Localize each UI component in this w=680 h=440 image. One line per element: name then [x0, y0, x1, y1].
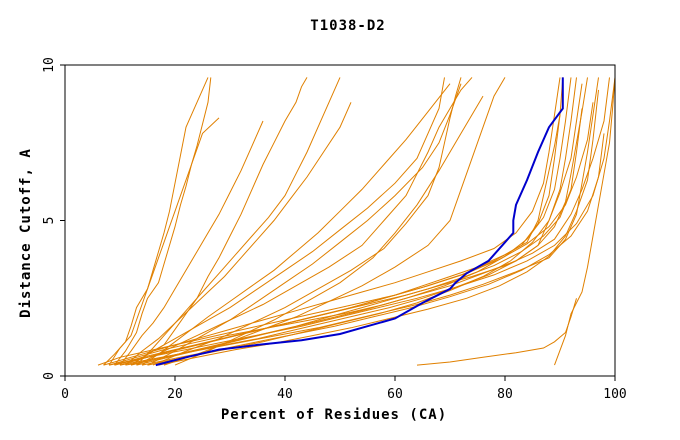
x-tick-label: 80: [497, 387, 513, 402]
x-axis-ticks: 0 20 40 60 80 100: [61, 376, 627, 402]
model-series-line: [130, 108, 583, 366]
model-series-line: [119, 77, 599, 366]
chart-title: T1038-D2: [310, 18, 385, 34]
model-series-line: [136, 77, 341, 366]
x-axis-label: Percent of Residues (CA): [221, 407, 447, 423]
model-series-line: [103, 77, 561, 366]
model-series-line: [119, 102, 594, 366]
x-tick-label: 40: [277, 387, 293, 402]
series-layer: [97, 77, 616, 366]
highlight-layer: [155, 77, 564, 367]
model-series-line: [130, 77, 308, 366]
model-series-line: [103, 77, 209, 366]
y-axis-label: Distance Cutoff, A: [18, 148, 34, 318]
model-series-line: [152, 77, 462, 366]
model-series-line: [141, 83, 451, 366]
model-series-line: [147, 83, 583, 366]
x-tick-label: 60: [387, 387, 403, 402]
model-series-line: [125, 77, 588, 366]
model-series-line: [114, 77, 212, 366]
x-tick-label: 20: [167, 387, 183, 402]
model-series-line: [554, 77, 616, 366]
model-series-line: [108, 117, 220, 366]
model-series-line: [125, 102, 352, 366]
y-tick-label: 0: [42, 372, 57, 380]
highlight-series-line: [155, 77, 564, 367]
model-series-line: [136, 77, 473, 366]
y-tick-label: 10: [42, 57, 57, 73]
model-series-line: [114, 114, 561, 366]
model-series-line: [416, 298, 577, 366]
x-tick-label: 0: [61, 387, 69, 402]
model-series-line: [163, 77, 506, 366]
x-tick-label: 100: [603, 387, 626, 402]
y-tick-label: 5: [42, 217, 57, 225]
model-series-line: [130, 77, 445, 366]
model-series-line: [141, 133, 605, 366]
model-series-line: [136, 77, 572, 366]
model-series-line: [174, 95, 484, 366]
model-series-line: [119, 120, 264, 366]
model-series-line: [147, 83, 462, 366]
y-axis-ticks: 0 5 10: [42, 57, 65, 380]
